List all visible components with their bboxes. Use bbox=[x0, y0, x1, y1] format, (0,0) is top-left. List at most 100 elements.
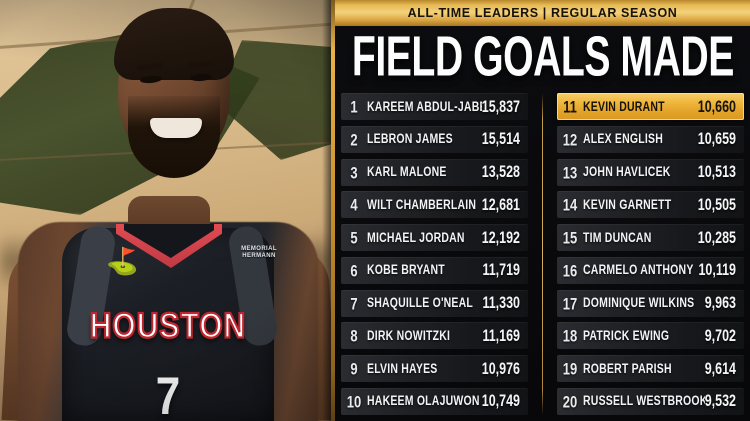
table-row[interactable]: 17 DOMINIQUE WILKINS 9,963 bbox=[557, 289, 744, 317]
table-row[interactable]: 13 JOHN HAVLICEK 10,513 bbox=[557, 158, 744, 186]
stat-value: 15,514 bbox=[481, 130, 520, 149]
jersey-number: 7 bbox=[155, 367, 181, 421]
stats-panel: ALL-TIME LEADERS | REGULAR SEASON FIELD … bbox=[335, 0, 750, 421]
rank-number: 11 bbox=[563, 96, 577, 117]
column-divider-line bbox=[541, 93, 544, 415]
rank-number: 13 bbox=[562, 162, 578, 182]
stat-value: 10,513 bbox=[697, 162, 736, 182]
jersey-sponsor-patch: MEMORIAL HERMANN bbox=[228, 246, 290, 260]
jersey-wordmark: HOUSTON bbox=[89, 306, 247, 347]
rank-number: 6 bbox=[350, 260, 358, 281]
leaderboard-column-left: 1 KAREEM ABDUL-JABBAR15,837 2 LEBRON JAMES 1… bbox=[335, 93, 534, 415]
rank-number: 12 bbox=[562, 129, 578, 150]
column-divider bbox=[534, 93, 551, 415]
table-row[interactable]: 7 SHAQUILLE O'NEAL 11,330 bbox=[341, 289, 528, 317]
table-row[interactable]: 9 ELVIN HAYES 10,976 bbox=[341, 355, 528, 383]
player-name: KEVIN DURANT bbox=[583, 98, 665, 115]
rank-number: 3 bbox=[350, 162, 358, 182]
table-row[interactable]: 12 ALEX ENGLISH 10,659 bbox=[557, 125, 744, 153]
rank-number: 9 bbox=[350, 358, 358, 379]
table-row[interactable]: 11 KEVIN DURANT 10,660 bbox=[557, 93, 744, 120]
table-row[interactable]: 4 WILT CHAMBERLAIN 12,681 bbox=[341, 191, 528, 219]
table-row[interactable]: 15 TIM DUNCAN 10,285 bbox=[557, 224, 744, 252]
player-name: CARMELO ANTHONY bbox=[583, 262, 694, 279]
player-name: HAKEEM OLAJUWON bbox=[367, 393, 480, 410]
player-name: WILT CHAMBERLAIN bbox=[367, 196, 477, 213]
table-row[interactable]: 8 DIRK NOWITZKI 11,169 bbox=[341, 322, 528, 350]
rank-number: 19 bbox=[562, 358, 578, 379]
table-row[interactable]: 6 KOBE BRYANT 11,719 bbox=[341, 256, 528, 284]
player-name: DOMINIQUE WILKINS bbox=[583, 295, 695, 311]
gold-divider-vertical bbox=[331, 0, 335, 421]
stat-value: 10,119 bbox=[698, 261, 736, 280]
header-kicker: ALL-TIME LEADERS | REGULAR SEASON bbox=[407, 6, 678, 20]
player-name: KARL MALONE bbox=[367, 164, 447, 180]
stat-value: 10,976 bbox=[481, 359, 520, 378]
player-name: KOBE BRYANT bbox=[367, 262, 445, 279]
stat-value: 12,192 bbox=[481, 228, 520, 247]
stat-value: 11,719 bbox=[482, 261, 520, 280]
player-name: KAREEM ABDUL-JABBAR bbox=[367, 98, 482, 115]
table-row[interactable]: 14 KEVIN GARNETT 10,505 bbox=[557, 191, 744, 219]
player-smile bbox=[150, 118, 202, 138]
stat-value: 15,837 bbox=[481, 97, 520, 116]
stat-value: 11,330 bbox=[482, 293, 520, 313]
player-name: JOHN HAVLICEK bbox=[583, 164, 671, 180]
rank-number: 14 bbox=[562, 195, 578, 215]
leaderboard: 1 KAREEM ABDUL-JABBAR15,837 2 LEBRON JAMES 1… bbox=[335, 93, 750, 415]
stat-value: 10,659 bbox=[697, 130, 736, 149]
stat-value: 9,963 bbox=[704, 293, 736, 313]
rank-number: 5 bbox=[350, 227, 358, 248]
table-row[interactable]: 20 RUSSELL WESTBROOK 9,532 bbox=[557, 387, 744, 415]
stat-value: 10,749 bbox=[481, 392, 520, 411]
rank-number: 1 bbox=[350, 96, 358, 117]
stat-value: 11,169 bbox=[482, 326, 520, 345]
rank-number: 7 bbox=[350, 293, 358, 313]
sponsor-line-2: HERMANN bbox=[242, 253, 276, 259]
player-name: PATRICK EWING bbox=[583, 328, 670, 344]
rank-number: 2 bbox=[350, 129, 358, 150]
page-title: FIELD GOALS MADE bbox=[335, 25, 750, 88]
sponsor-line-1: MEMORIAL bbox=[241, 246, 277, 252]
player-name: ALEX ENGLISH bbox=[583, 131, 663, 148]
stat-value: 10,660 bbox=[697, 97, 736, 116]
player-name: RUSSELL WESTBROOK bbox=[583, 393, 705, 410]
jumpman-icon: ⛳ bbox=[106, 246, 139, 276]
player-name: LEBRON JAMES bbox=[367, 131, 453, 148]
stat-value: 9,702 bbox=[704, 326, 736, 345]
header-banner: ALL-TIME LEADERS | REGULAR SEASON bbox=[335, 0, 750, 26]
table-row[interactable]: 19 ROBERT PARISH 9,614 bbox=[557, 355, 744, 383]
player-name: DIRK NOWITZKI bbox=[367, 328, 451, 344]
leaderboard-column-right: 11 KEVIN DURANT 10,660 12 ALEX ENGLISH 10,659… bbox=[551, 93, 750, 415]
player-name: ELVIN HAYES bbox=[367, 360, 438, 377]
stat-value: 10,505 bbox=[697, 195, 736, 214]
player-name: KEVIN GARNETT bbox=[583, 196, 672, 213]
stat-value: 10,285 bbox=[697, 228, 736, 247]
stat-value: 9,614 bbox=[704, 359, 736, 378]
table-row[interactable]: 3 KARL MALONE 13,528 bbox=[341, 158, 528, 186]
table-row[interactable]: 18 PATRICK EWING 9,702 bbox=[557, 322, 744, 350]
player-name: TIM DUNCAN bbox=[583, 229, 652, 246]
player-hair bbox=[114, 8, 234, 80]
rank-number: 17 bbox=[562, 293, 578, 313]
player-name: SHAQUILLE O'NEAL bbox=[367, 295, 474, 311]
rank-number: 15 bbox=[562, 227, 578, 248]
rank-number: 18 bbox=[562, 326, 578, 346]
stat-value: 13,528 bbox=[481, 162, 520, 182]
table-row[interactable]: 16 CARMELO ANTHONY 10,119 bbox=[557, 256, 744, 284]
table-row[interactable]: 10 HAKEEM OLAJUWON 10,749 bbox=[341, 387, 528, 415]
stat-value: 9,532 bbox=[704, 392, 736, 411]
table-row[interactable]: 2 LEBRON JAMES 15,514 bbox=[341, 125, 528, 153]
rank-number: 20 bbox=[562, 391, 578, 412]
rank-number: 10 bbox=[346, 391, 362, 412]
player-name: ROBERT PARISH bbox=[583, 360, 672, 377]
player-photo: ⛳ MEMORIAL HERMANN HOUSTON 7 bbox=[0, 0, 331, 421]
page-title-text: FIELD GOALS MADE bbox=[351, 25, 734, 88]
rank-number: 16 bbox=[562, 260, 578, 281]
rank-number: 4 bbox=[350, 195, 358, 215]
table-row[interactable]: 5 MICHAEL JORDAN 12,192 bbox=[341, 224, 528, 252]
player-name: MICHAEL JORDAN bbox=[367, 229, 465, 246]
table-row[interactable]: 1 KAREEM ABDUL-JABBAR15,837 bbox=[341, 93, 528, 120]
photo-edge-shade bbox=[322, 0, 331, 421]
